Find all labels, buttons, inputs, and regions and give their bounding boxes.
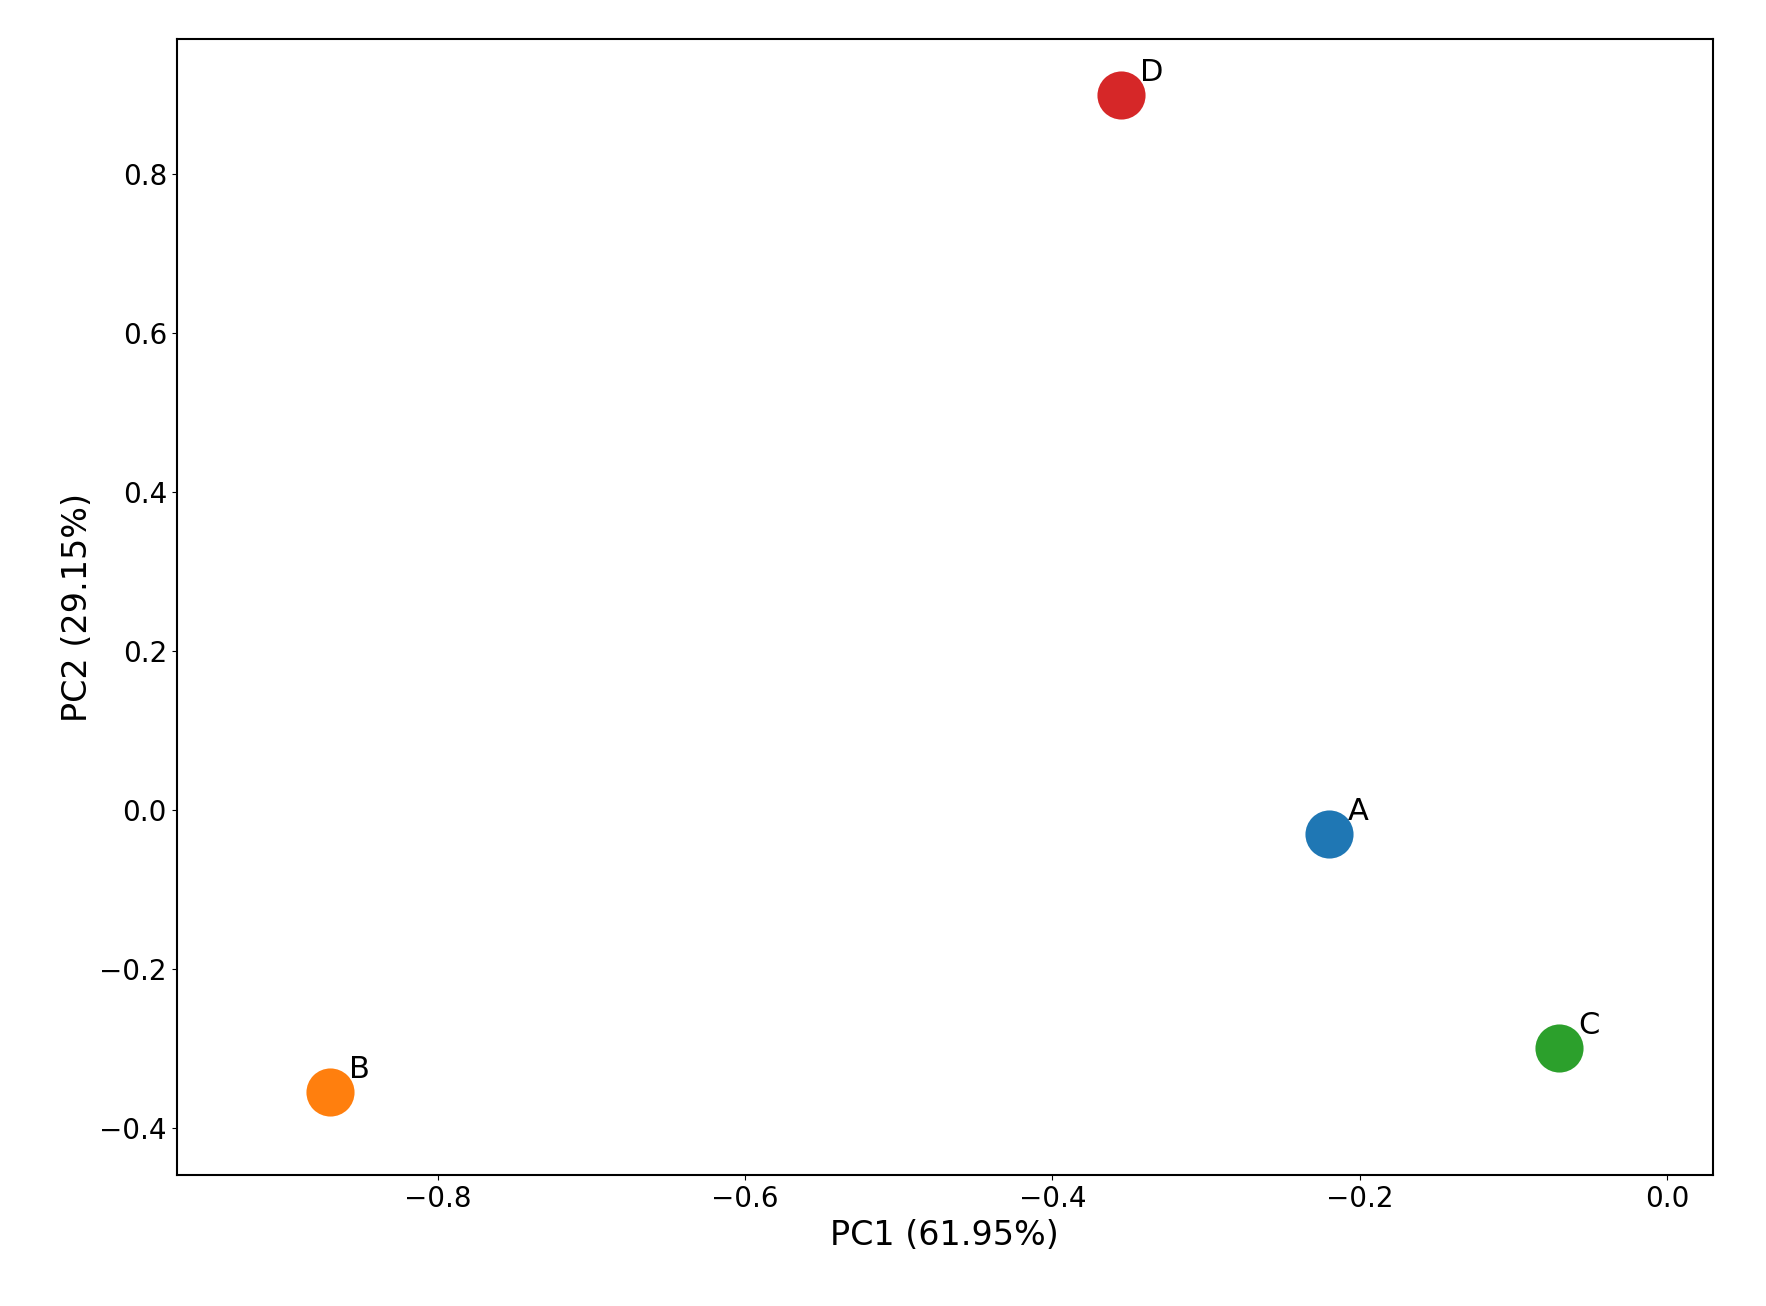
- Text: D: D: [1139, 57, 1164, 88]
- Point: [1314, 823, 1344, 844]
- Point: [316, 1081, 344, 1102]
- Text: C: C: [1577, 1011, 1600, 1041]
- Text: A: A: [1347, 797, 1369, 825]
- Point: [1107, 85, 1136, 106]
- Point: [1545, 1038, 1574, 1059]
- X-axis label: PC1 (61.95%): PC1 (61.95%): [830, 1218, 1060, 1251]
- Y-axis label: PC2 (29.15%): PC2 (29.15%): [60, 492, 94, 722]
- Text: B: B: [348, 1055, 369, 1084]
